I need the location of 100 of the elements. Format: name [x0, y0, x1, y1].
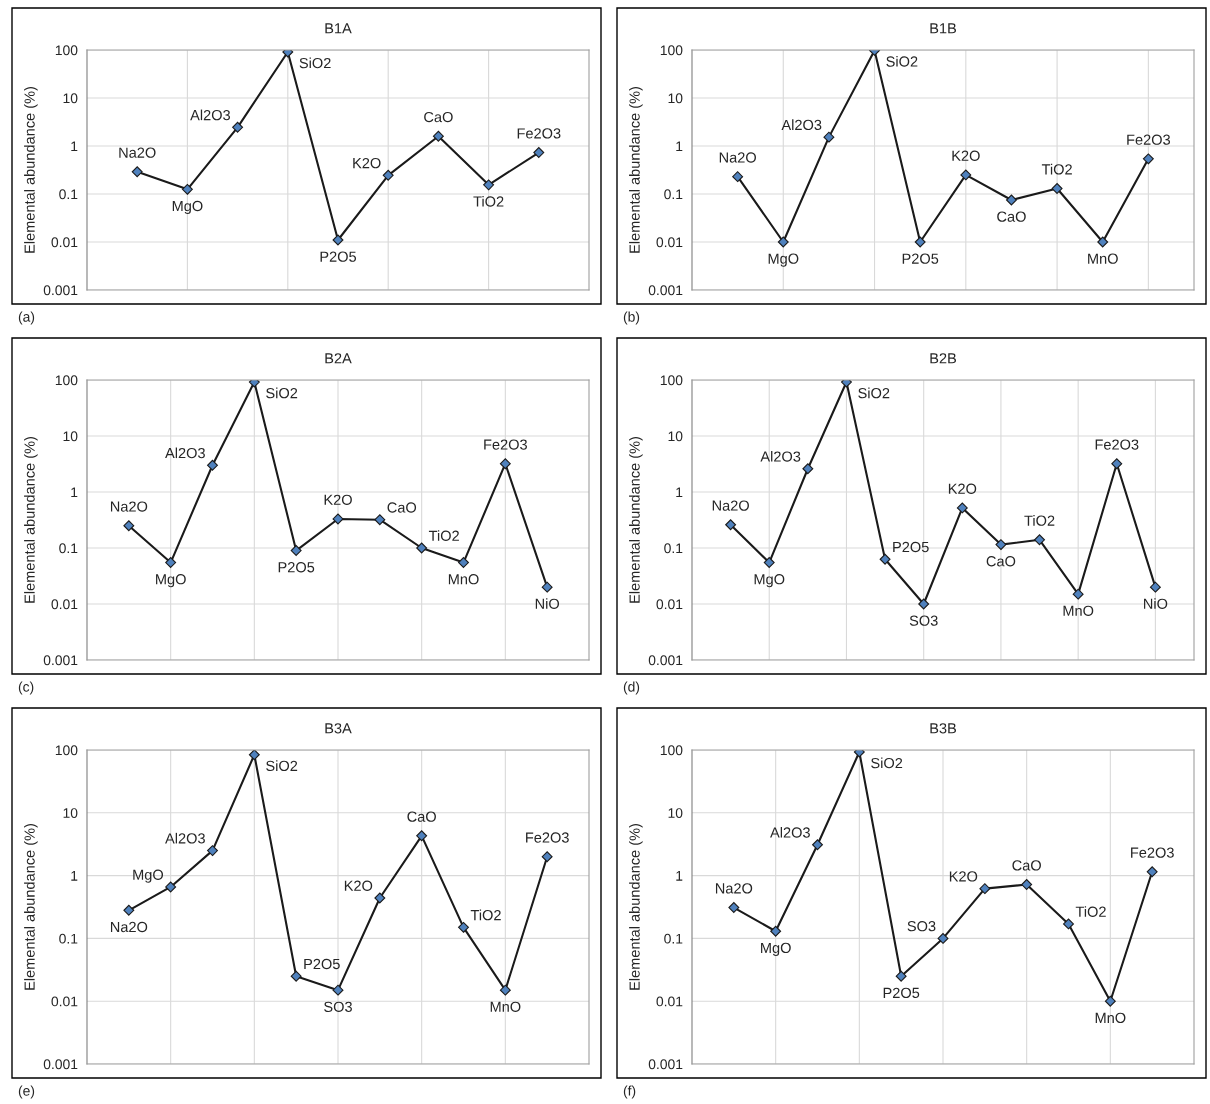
y-tick-label: 0.1	[664, 189, 683, 200]
y-tick-label: 10	[668, 93, 683, 104]
data-label: MnO	[1063, 605, 1094, 616]
y-tick-label: 10	[63, 93, 78, 104]
y-tick-label: 0.1	[664, 933, 683, 944]
text: (e)	[18, 1085, 35, 1099]
point	[499, 984, 511, 996]
data-label: P2O5	[304, 958, 340, 970]
point	[123, 904, 135, 916]
data-label: TiO2	[470, 909, 501, 921]
y-axis-title: Elemental abundance (%)	[629, 824, 643, 990]
y-tick-label: 0.1	[664, 543, 683, 554]
point	[131, 166, 143, 178]
point	[1034, 534, 1046, 546]
data-label: Na2O	[110, 921, 148, 933]
data-label: SiO2	[266, 760, 298, 772]
y-tick-label: 1	[71, 141, 78, 152]
data-label: Fe2O3	[1131, 847, 1174, 858]
data-label: Na2O	[712, 500, 749, 511]
data-label: NiO	[535, 598, 560, 609]
point	[728, 902, 740, 914]
data-label: Fe2O3	[1095, 439, 1139, 450]
data-label: TiO2	[428, 530, 459, 541]
text: (b)	[623, 311, 640, 325]
y-tick-label: 1	[71, 871, 78, 881]
data-label: K2O	[353, 157, 381, 169]
point	[1149, 581, 1161, 593]
point	[1111, 458, 1123, 470]
point	[732, 171, 744, 183]
point	[499, 458, 511, 470]
chart-title: B2A	[325, 353, 352, 364]
data-label: MnO	[448, 574, 479, 585]
y-tick-label: 0.001	[43, 655, 78, 666]
y-tick-label: 0.1	[59, 933, 78, 944]
data-label: Fe2O3	[484, 439, 527, 450]
point	[1146, 866, 1158, 878]
y-tick-label: 10	[63, 808, 78, 818]
data-label: MgO	[172, 200, 203, 215]
point	[1063, 918, 1074, 930]
y-tick-label: 100	[55, 375, 78, 386]
point	[937, 932, 949, 944]
y-tick-label: 100	[55, 45, 78, 56]
data-label: K2O	[952, 150, 980, 161]
data-label: SiO2	[871, 757, 903, 769]
point	[895, 970, 907, 982]
y-tick-label: 0.001	[648, 285, 683, 296]
point	[165, 881, 177, 893]
data-label: TiO2	[473, 195, 504, 207]
data-label: MgO	[156, 574, 186, 588]
point	[802, 463, 814, 475]
data-label: TiO2	[1024, 515, 1055, 526]
point	[458, 557, 469, 569]
point	[979, 883, 991, 895]
data-label: Al2O3	[190, 109, 231, 121]
y-tick-label: 0.001	[648, 1059, 683, 1070]
data-label: CaO	[1012, 860, 1041, 871]
data-label: P2O5	[902, 253, 939, 264]
data-label: K2O	[344, 880, 373, 891]
y-tick-label: 0.001	[648, 655, 683, 666]
data-label: SO3	[907, 921, 936, 932]
point	[770, 925, 782, 937]
y-tick-label: 0.1	[59, 189, 78, 200]
y-tick-label: 0.001	[43, 1059, 78, 1070]
point	[374, 892, 386, 904]
y-tick-label: 0.1	[59, 543, 78, 554]
data-label: SO3	[324, 1001, 352, 1012]
point	[1021, 879, 1033, 891]
data-label: Na2O	[110, 501, 148, 512]
y-tick-label: 10	[63, 431, 78, 442]
data-label: SiO2	[858, 387, 890, 399]
y-tick-label: 100	[660, 745, 683, 756]
point	[541, 851, 553, 863]
point	[382, 169, 394, 181]
data-label: Al2O3	[165, 832, 205, 844]
data-label: K2O	[324, 494, 352, 505]
data-label: K2O	[948, 483, 977, 494]
data-label: MgO	[761, 942, 791, 956]
text: (d)	[623, 681, 640, 695]
point	[123, 520, 135, 532]
y-axis-title: Elemental abundance (%)	[24, 824, 38, 990]
point	[1142, 153, 1154, 165]
data-label: CaO	[997, 211, 1026, 222]
point	[541, 581, 553, 593]
point	[995, 539, 1007, 551]
data-label: SiO2	[299, 57, 331, 69]
y-tick-label: 10	[668, 431, 683, 442]
point	[374, 514, 386, 526]
y-axis-title: Elemental abundance (%)	[629, 437, 643, 603]
y-tick-label: 1	[676, 141, 683, 152]
y-tick-label: 100	[660, 45, 683, 56]
point	[956, 502, 968, 514]
chart-title: B1B	[930, 23, 957, 34]
point	[725, 519, 737, 531]
point	[763, 557, 775, 569]
data-label: MnO	[1088, 253, 1118, 264]
y-tick-label: 0.01	[51, 996, 78, 1007]
data-label: MgO	[768, 253, 799, 267]
data-label: Na2O	[719, 152, 756, 163]
chart-title: B1A	[325, 23, 352, 34]
data-label: CaO	[424, 111, 453, 123]
